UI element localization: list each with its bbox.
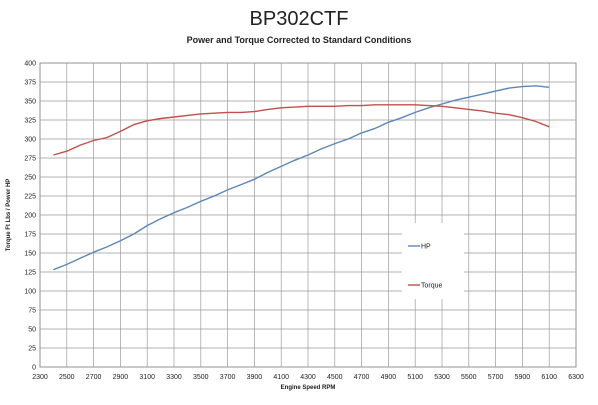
x-tick-labels: 2300 2500 2700 2900 3100 3300 3500 3700 3900 4100… xyxy=(32,374,584,381)
y-tick-label: 75 xyxy=(28,308,36,315)
y-tick-label: 50 xyxy=(28,327,36,334)
x-tick-label: 5100 xyxy=(407,374,423,381)
y-tick-label: 250 xyxy=(24,175,36,182)
x-tick-label: 4900 xyxy=(381,374,397,381)
y-tick-label: 275 xyxy=(24,156,36,163)
y-tick-label: 150 xyxy=(24,251,36,258)
x-tick-label: 5500 xyxy=(461,374,477,381)
x-tick-label: 4300 xyxy=(300,374,316,381)
chart-subtitle: Power and Torque Corrected to Standard C… xyxy=(186,35,412,45)
y-tick-labels: 0 25 50 75 100 125 150 175 200 225 250 275 300 325 350… xyxy=(24,61,36,372)
x-tick-label: 2900 xyxy=(113,374,129,381)
x-tick-label: 4100 xyxy=(273,374,289,381)
y-tick-label: 200 xyxy=(24,213,36,220)
x-tick-label: 3100 xyxy=(139,374,155,381)
x-tick-label: 5700 xyxy=(488,374,504,381)
legend: HP Torque xyxy=(408,244,443,290)
y-tick-label: 25 xyxy=(28,346,36,353)
y-tick-label: 375 xyxy=(24,80,36,87)
y-tick-label: 350 xyxy=(24,99,36,106)
x-tick-label: 4700 xyxy=(354,374,370,381)
series-line-hp xyxy=(53,85,550,271)
y-tick-label: 325 xyxy=(24,118,36,125)
y-tick-label: 100 xyxy=(24,289,36,296)
x-tick-label: 2300 xyxy=(32,374,48,381)
legend-label-hp: HP xyxy=(421,244,431,251)
y-axis-label: Torque Ft Lbs / Power HP xyxy=(6,179,12,252)
x-tick-label: 3700 xyxy=(220,374,236,381)
x-tick-label: 5900 xyxy=(515,374,531,381)
x-tick-label: 6100 xyxy=(541,374,557,381)
series-layer xyxy=(53,85,550,271)
x-tick-label: 3900 xyxy=(247,374,263,381)
chart-title: BP302CTF xyxy=(249,8,349,30)
x-tick-label: 2500 xyxy=(59,374,75,381)
y-tick-label: 225 xyxy=(24,194,36,201)
legend-label-torque: Torque xyxy=(421,283,443,290)
legend-box xyxy=(402,223,464,299)
y-tick-label: 400 xyxy=(24,61,36,68)
y-tick-label: 0 xyxy=(32,365,36,372)
series-line-torque xyxy=(53,104,550,156)
x-tick-label: 2700 xyxy=(86,374,102,381)
x-tick-label: 5300 xyxy=(434,374,450,381)
x-tick-label: 4500 xyxy=(327,374,343,381)
x-tick-label: 3500 xyxy=(193,374,209,381)
x-tick-label: 3300 xyxy=(166,374,182,381)
grid-layer xyxy=(39,62,577,368)
y-tick-label: 300 xyxy=(24,137,36,144)
y-tick-label: 125 xyxy=(24,270,36,277)
x-axis-label: Engine Speed RPM xyxy=(281,385,336,391)
y-tick-label: 175 xyxy=(24,232,36,239)
x-tick-label: 6300 xyxy=(568,374,584,381)
